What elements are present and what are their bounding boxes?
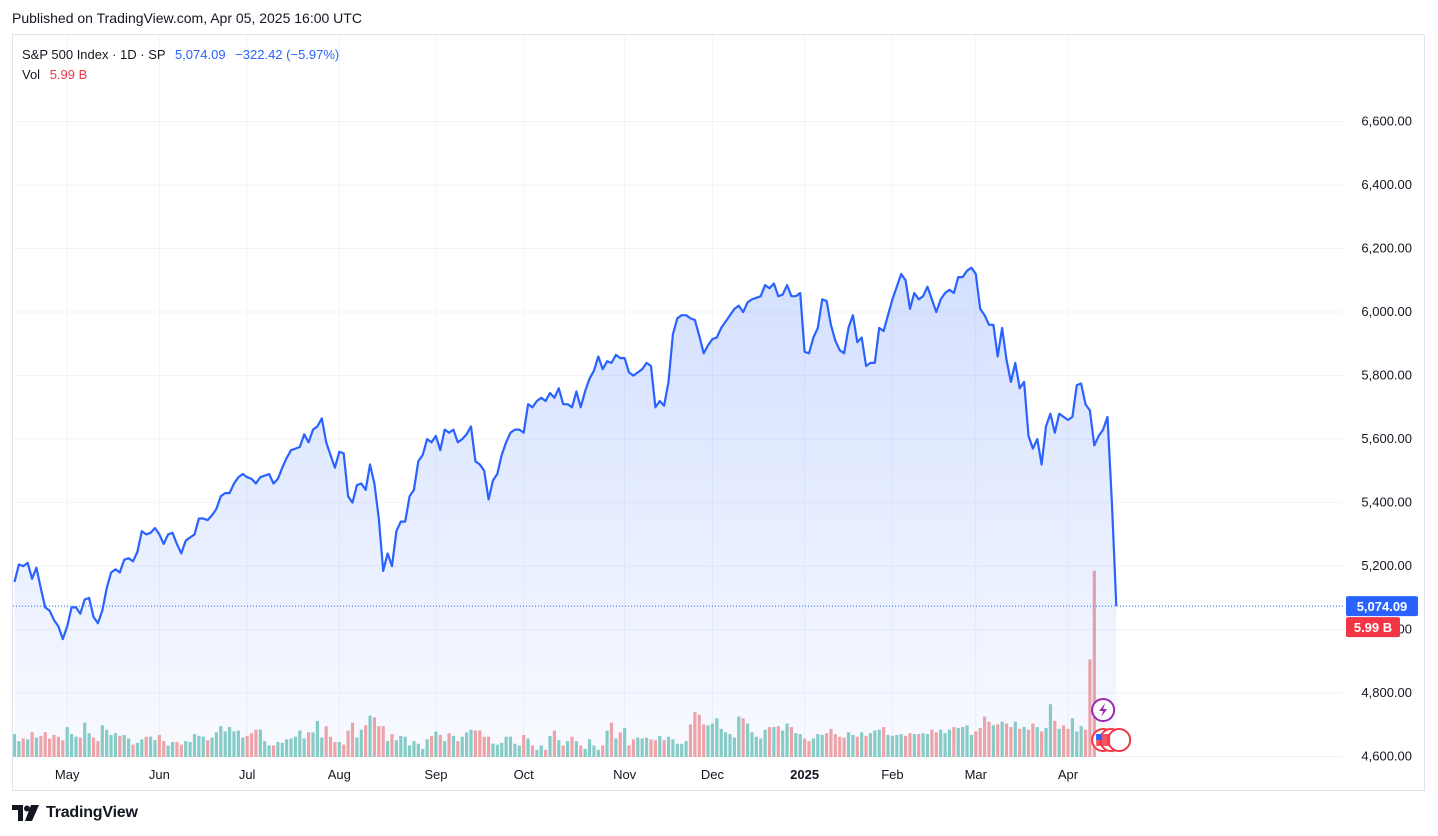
tradingview-brand[interactable]: TradingView xyxy=(46,804,138,821)
published-caption: Published on TradingView.com, Apr 05, 20… xyxy=(12,10,362,26)
last-price: 5,074.09 xyxy=(174,47,226,62)
volume-label[interactable]: Vol xyxy=(22,67,41,82)
price-area xyxy=(14,267,1117,757)
price-badge-label: 5,074.09 xyxy=(1357,599,1408,614)
x-tick-label: Sep xyxy=(424,767,447,782)
chart-legend: S&P 500 Index · 1D · SP 5,074.09 −322.42… xyxy=(22,45,339,85)
us-flag-canton xyxy=(1096,734,1103,740)
y-tick-label: 5,400.00 xyxy=(1361,495,1412,510)
y-tick-label: 6,200.00 xyxy=(1361,241,1412,256)
lightning-icon xyxy=(1099,703,1108,717)
volume-badge-label: 5.99 B xyxy=(1354,620,1392,635)
tradingview-logo-icon xyxy=(12,805,39,821)
y-tick-label: 4,800.00 xyxy=(1361,685,1412,700)
legend-price-row: S&P 500 Index · 1D · SP 5,074.09 −322.42… xyxy=(22,45,339,65)
price-change: −322.42 (−5.97%) xyxy=(235,47,340,62)
us-flag-event-icon[interactable] xyxy=(1107,728,1132,752)
y-tick-label: 5,200.00 xyxy=(1361,558,1412,573)
x-tick-label: Feb xyxy=(881,767,903,782)
y-tick-label: 6,000.00 xyxy=(1361,304,1412,319)
x-tick-label: Oct xyxy=(514,767,535,782)
x-tick-label: May xyxy=(55,767,80,782)
legend-volume-row: Vol 5.99 B xyxy=(22,65,339,85)
x-tick-label: Dec xyxy=(701,767,725,782)
y-tick-label: 6,600.00 xyxy=(1361,114,1412,129)
volume-value: 5.99 B xyxy=(49,67,88,82)
x-tick-label: Apr xyxy=(1058,767,1079,782)
y-tick-label: 4,600.00 xyxy=(1361,749,1412,764)
x-tick-label: Aug xyxy=(328,767,351,782)
y-tick-label: 5,800.00 xyxy=(1361,368,1412,383)
x-tick-label: Nov xyxy=(613,767,637,782)
price-badge xyxy=(1346,596,1418,617)
y-tick-label: 5,600.00 xyxy=(1361,431,1412,446)
x-tick-label: 2025 xyxy=(790,767,819,782)
x-tick-label: Jul xyxy=(239,767,256,782)
x-tick-label: Mar xyxy=(965,767,988,782)
price-line xyxy=(13,266,1118,641)
symbol-label[interactable]: S&P 500 Index · 1D · SP xyxy=(22,47,166,62)
chart-frame xyxy=(12,34,1425,791)
y-tick-label: 6,400.00 xyxy=(1361,177,1412,192)
footer: TradingView xyxy=(12,804,138,822)
volume-badge xyxy=(1346,617,1400,638)
x-tick-label: Jun xyxy=(149,767,170,782)
